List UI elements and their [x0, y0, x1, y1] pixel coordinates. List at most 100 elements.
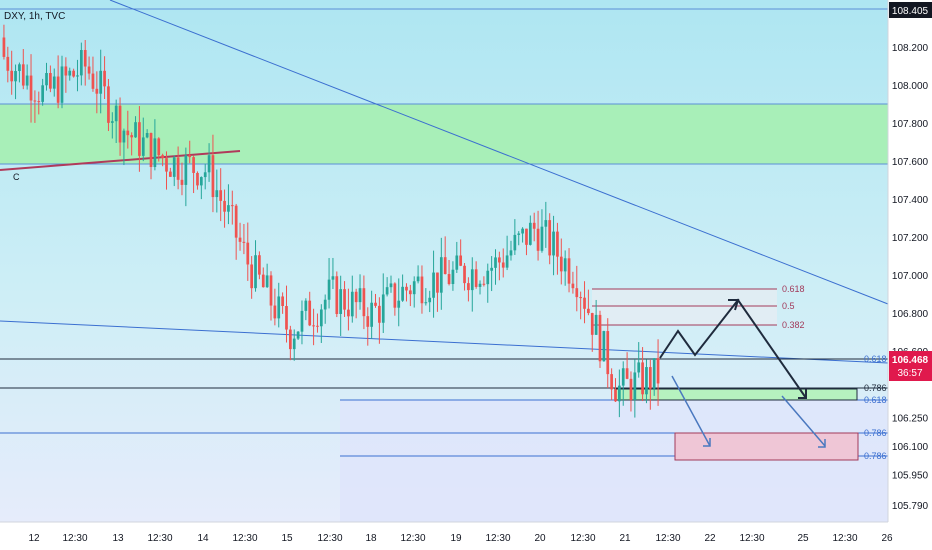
candle-body: [579, 297, 583, 299]
candle-body: [95, 88, 99, 94]
candle-body: [29, 75, 33, 101]
candle-body: [463, 265, 466, 284]
fib-label-lower-786b: 0.786: [864, 451, 887, 461]
candle-body: [540, 226, 544, 251]
time-axis[interactable]: [0, 522, 932, 550]
candle-body: [559, 256, 563, 272]
candle-body: [335, 276, 339, 314]
price-tick-label: 108.000: [892, 81, 929, 92]
time-tick-label: 14: [197, 533, 209, 544]
time-tick-label: 15: [281, 533, 293, 544]
candle-body: [362, 288, 366, 317]
candle-body: [277, 296, 281, 319]
candle-body: [385, 287, 389, 295]
fib-label-mid-618: 0.618: [864, 354, 887, 364]
candle-body: [157, 138, 161, 156]
candle-body: [300, 310, 304, 332]
candle-body: [211, 155, 215, 198]
candle-body: [467, 283, 470, 291]
candle-body: [590, 313, 594, 335]
price-tick-label: 107.400: [892, 195, 929, 206]
candle-body: [49, 73, 52, 89]
candle-body: [18, 64, 21, 72]
candle-body: [45, 73, 48, 86]
candle-body: [323, 299, 327, 310]
candle-body: [374, 302, 377, 306]
candle-body: [370, 302, 373, 327]
time-tick-label: 12:30: [655, 533, 680, 544]
price-tick-label: 106.100: [892, 442, 929, 453]
candle-body: [91, 73, 95, 89]
candle-body: [354, 291, 358, 303]
time-tick-label: 22: [704, 533, 716, 544]
candle-body: [145, 133, 149, 138]
candle-body: [83, 50, 87, 67]
candle-body: [641, 362, 644, 395]
candle-body: [215, 190, 219, 198]
candle-body: [339, 289, 343, 314]
candle-body: [625, 368, 629, 379]
price-tick-label: 107.600: [892, 157, 929, 168]
candle-body: [285, 305, 288, 330]
candle-body: [141, 137, 145, 156]
candle-body: [587, 308, 590, 314]
price-tick-label: 107.200: [892, 233, 929, 244]
candle-body: [583, 297, 586, 309]
candle-body: [393, 283, 397, 308]
candle-body: [21, 64, 25, 86]
candle-body: [165, 158, 168, 172]
candle-body: [358, 288, 362, 303]
time-tick-label: 20: [534, 533, 546, 544]
blue-arrow-2-head: [818, 439, 826, 448]
candle-body: [110, 121, 114, 123]
time-tick-label: 12:30: [62, 533, 87, 544]
candle-body: [470, 269, 474, 291]
countdown-text: 36:57: [897, 368, 922, 379]
candle-body: [118, 105, 122, 143]
price-axis[interactable]: [888, 0, 932, 550]
candle-body: [401, 286, 404, 301]
candle-body: [455, 255, 459, 270]
candle-body: [350, 291, 354, 317]
time-tick-label: 12:30: [570, 533, 595, 544]
candle-body: [126, 130, 130, 136]
candle-body: [366, 316, 370, 327]
fib-label-upper-5: 0.5: [782, 301, 795, 311]
symbol-header[interactable]: DXY, 1h, TVC: [4, 11, 65, 22]
candle-body: [238, 237, 242, 242]
candle-body: [207, 155, 211, 173]
candle-body: [184, 155, 188, 185]
lower-trendline: [0, 320, 889, 364]
candle-body: [169, 171, 172, 177]
candle-body: [412, 281, 416, 295]
lower-range-shade: [340, 400, 888, 522]
candle-body: [567, 258, 571, 284]
candle-body: [265, 275, 269, 288]
time-tick-label: 12:30: [147, 533, 172, 544]
candle-body: [532, 222, 536, 229]
candle-body: [227, 205, 230, 212]
candle-body: [656, 358, 660, 384]
candle-body: [610, 374, 613, 390]
projection-arrow-head-up: [728, 299, 740, 311]
demand-zone: [614, 388, 858, 401]
candle-body: [180, 179, 184, 185]
candle-body: [509, 250, 513, 256]
candle-body: [517, 233, 521, 235]
candle-body: [6, 56, 10, 71]
candle-body: [56, 76, 60, 103]
candle-body: [130, 135, 134, 138]
candle-body: [107, 86, 110, 123]
candle-body: [316, 325, 319, 327]
candle-body: [513, 234, 517, 251]
candle-body: [408, 290, 412, 295]
candle-body: [76, 75, 79, 77]
candle-body: [223, 200, 226, 212]
candle-body: [308, 300, 312, 326]
candle-body: [443, 257, 447, 275]
candle-body: [536, 228, 540, 251]
candle-body: [41, 85, 44, 102]
descending-trendline: [109, 0, 889, 305]
time-tick-label: 26: [881, 533, 893, 544]
